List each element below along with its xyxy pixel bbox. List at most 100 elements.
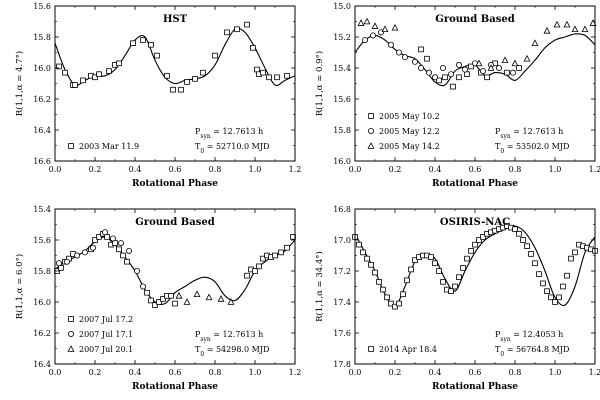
data-point xyxy=(380,286,386,293)
data-point xyxy=(460,265,466,271)
data-point xyxy=(516,65,522,71)
data-point xyxy=(564,272,570,279)
epoch-annotation: T0 = 52710.0 MJD xyxy=(195,142,269,155)
y-tick-label: 15.6 xyxy=(333,95,351,104)
x-tick-label: 0.8 xyxy=(209,368,222,377)
series-triangle xyxy=(357,17,597,71)
x-axis-label: Rotational Phase xyxy=(132,179,218,189)
data-point xyxy=(250,45,256,51)
legend-marker xyxy=(368,113,374,119)
data-point xyxy=(256,263,262,270)
data-point xyxy=(118,240,125,247)
legend-marker xyxy=(68,316,74,322)
x-tick-label: 0.2 xyxy=(89,165,102,174)
panel-title: OSIRIS-NAC xyxy=(440,217,510,228)
data-point xyxy=(560,283,566,290)
y-tick-label: 15.2 xyxy=(333,33,351,42)
series-circle xyxy=(361,29,516,81)
data-point xyxy=(509,69,516,76)
panel-ground-based-2005: 0.0 0.2 0.4 0.6 0.8 1.0 1.2 15.0 15.2 15.4 15.6 15.… xyxy=(314,2,600,189)
y-tick-label: 16.4 xyxy=(33,126,51,135)
data-point xyxy=(102,229,109,236)
data-point xyxy=(540,280,546,287)
data-point xyxy=(156,299,162,305)
data-point xyxy=(364,255,370,262)
data-point xyxy=(144,289,150,296)
legend: 2007 Jul 17.2 2007 Jul 17.1 2007 Jul 20.1 xyxy=(67,315,133,354)
data-point xyxy=(418,46,424,53)
x-tick-label: 0.6 xyxy=(469,165,482,174)
x-tick-label: 1.2 xyxy=(589,368,600,377)
data-point xyxy=(227,298,235,305)
y-tick-label: 16.8 xyxy=(333,205,351,214)
data-point xyxy=(381,25,389,33)
x-axis-label: Rotational Phase xyxy=(432,382,518,392)
y-axis-label: R(1,1,α = 4.7°) xyxy=(14,51,25,116)
data-point xyxy=(531,39,539,46)
data-point xyxy=(548,294,554,301)
x-tick-label: 0.6 xyxy=(169,368,182,377)
data-point xyxy=(80,77,86,84)
data-point xyxy=(193,290,201,298)
data-point xyxy=(384,294,390,301)
data-point xyxy=(544,288,550,294)
data-point xyxy=(244,272,250,279)
data-point xyxy=(116,246,122,253)
y-tick-label: 16.6 xyxy=(33,157,51,166)
data-point xyxy=(436,268,442,274)
y-tick-label: 15.8 xyxy=(333,126,351,135)
data-point xyxy=(480,234,486,240)
data-point xyxy=(56,63,62,70)
data-point xyxy=(172,300,178,307)
data-point xyxy=(112,240,118,246)
x-tick-label: 0.4 xyxy=(129,368,142,377)
x-tick-label: 0.4 xyxy=(129,165,142,174)
data-point xyxy=(572,249,578,256)
legend-label: 2014 Apr 18.4 xyxy=(379,345,437,354)
y-tick-label: 16.0 xyxy=(33,298,51,307)
data-point xyxy=(168,292,174,299)
y-axis-label: R(1,1,α = 34.4°) xyxy=(314,251,325,322)
data-point xyxy=(452,283,458,290)
y-axis-label: R(1,1,α = 0.9°) xyxy=(314,51,325,116)
data-point xyxy=(361,37,368,44)
data-point xyxy=(284,72,290,79)
y-tick-label: 17.0 xyxy=(333,236,351,245)
data-point xyxy=(272,252,278,259)
data-point xyxy=(552,299,558,305)
panel-ground-based-2007: 0.0 0.2 0.4 0.6 0.8 1.0 1.2 15.4 15.6 15.8 16.0 16.… xyxy=(14,205,301,392)
data-point xyxy=(284,244,290,251)
data-point xyxy=(524,243,530,250)
panel-title: HST xyxy=(163,14,188,25)
data-point xyxy=(553,20,561,28)
y-tick-label: 16.0 xyxy=(333,157,351,166)
data-point xyxy=(92,237,98,243)
data-point xyxy=(476,237,482,243)
data-point xyxy=(417,65,424,72)
y-tick-label: 15.4 xyxy=(333,64,351,73)
panel-title: Ground Based xyxy=(135,217,214,228)
data-point xyxy=(516,230,522,237)
data-point xyxy=(563,20,571,28)
data-point xyxy=(428,254,434,260)
y-axis-label: R(1,1,α = 6.0°) xyxy=(14,254,25,319)
data-point xyxy=(124,258,130,265)
data-point xyxy=(556,294,562,301)
data-point xyxy=(175,291,183,299)
data-point xyxy=(388,300,394,307)
y-tick-label: 17.2 xyxy=(333,267,351,276)
data-point xyxy=(148,41,154,48)
data-point xyxy=(148,297,154,304)
legend-marker xyxy=(368,346,374,352)
data-point xyxy=(152,302,158,308)
data-point xyxy=(442,74,448,81)
data-point xyxy=(487,64,495,71)
data-point xyxy=(90,244,97,251)
data-point xyxy=(274,74,280,81)
data-point xyxy=(424,55,430,62)
y-tick-label: 16.2 xyxy=(33,329,51,338)
data-point xyxy=(368,261,374,268)
x-tick-label: 0.4 xyxy=(429,368,442,377)
data-point xyxy=(408,266,414,273)
data-point xyxy=(154,52,160,59)
